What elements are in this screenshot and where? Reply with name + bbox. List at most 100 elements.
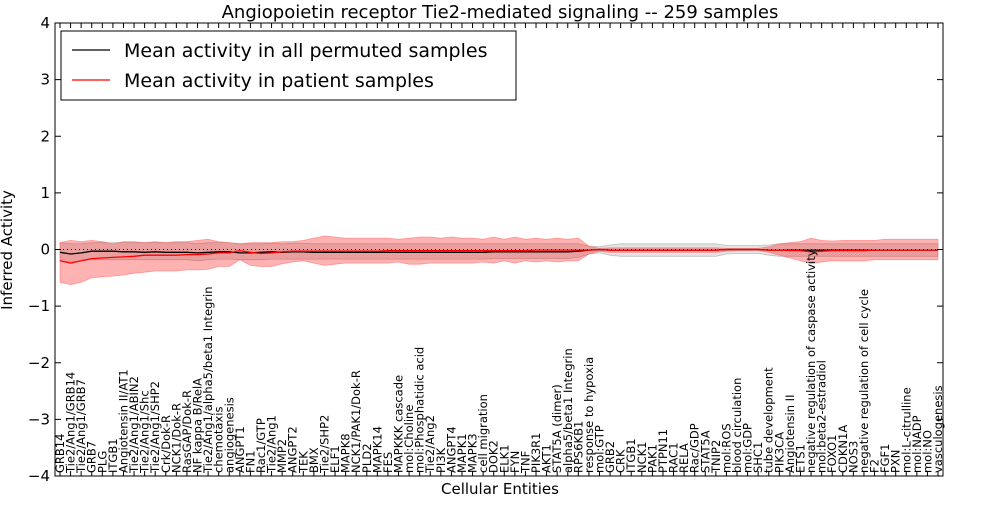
legend-box — [60, 30, 517, 101]
y-tick-label: 4 — [40, 14, 50, 32]
x-tick-label: Tie2/Ang1 — [265, 415, 279, 474]
legend-label-permuted: Mean activity in all permuted samples — [124, 40, 487, 62]
x-tick-label: FES — [381, 452, 395, 473]
x-tick-label: ELF1 — [328, 445, 342, 473]
y-tick-label: 0 — [40, 241, 50, 259]
x-tick-label: Tie2/Ang1/ABIN2 — [127, 376, 141, 474]
chart-title: Angiopoietin receptor Tie2-mediated sign… — [222, 2, 779, 23]
y-axis: −4 −3 −2 −1 0 1 2 3 4 — [28, 14, 943, 485]
x-tick-label: BMX — [307, 447, 321, 473]
x-tick-label: DOK2 — [487, 440, 501, 473]
x-tick-label: PI3K — [434, 447, 448, 473]
x-tick-label: NCK1/PAK1/Dok-R — [349, 370, 363, 473]
x-tick-label: NCK1/Dok-R — [169, 403, 183, 473]
x-tick-label: RAC1 — [667, 442, 681, 473]
x-tick-label: RPS6KB1 — [571, 421, 585, 473]
x-tick-label: TNF — [518, 451, 532, 474]
x-tick-label: GRB7 — [85, 441, 99, 473]
x-tick-label: CDKN1A — [836, 425, 850, 473]
x-tick-label: GRB2 — [603, 441, 617, 473]
y-tick-label: −4 — [28, 467, 50, 485]
x-tick-label: PXN — [889, 450, 903, 473]
x-tick-label: PLG — [95, 451, 109, 473]
x-tick-label: mol:Choline — [402, 405, 416, 473]
x-tick-label: ITGB1 — [624, 438, 638, 473]
x-tick-label: ELK1 — [497, 444, 511, 473]
x-tick-label: ANGPT2 — [286, 426, 300, 473]
plot-area — [55, 235, 943, 286]
x-tick-label: Rac/GDP — [688, 423, 702, 473]
x-tick-label: Angiotensin II/AT1 — [116, 369, 130, 473]
x-tick-label: PIK3CA — [772, 432, 786, 473]
y-axis-label: Inferred Activity — [0, 190, 16, 310]
x-tick-label: angiogenesis — [222, 397, 236, 473]
x-tick-label: mol:GDP — [741, 423, 755, 473]
x-tick-label: Tie2/Ang2 — [423, 415, 437, 474]
y-tick-label: −2 — [28, 354, 50, 372]
x-tick-label: Tie2/Ang1/GRB7 — [74, 379, 88, 474]
x-tick-label: Tie2/SHP2 — [317, 415, 331, 474]
x-tick-label: MMP2 — [275, 439, 289, 473]
x-tick-label: AKT1 — [540, 444, 554, 473]
x-tick-label: MAPK3 — [466, 433, 480, 473]
y-tick-label: 1 — [40, 184, 50, 202]
x-tick-label: vasculogenesis — [931, 385, 945, 473]
x-tick-label: NF kappa B/RelA — [191, 378, 205, 473]
plot-frame — [54, 22, 944, 477]
confidence-band-patient — [59, 235, 939, 286]
x-tick-label: TNIP2 — [709, 440, 723, 474]
x-tick-label: tube development — [762, 367, 776, 473]
x-tick-label: PLD2 — [360, 443, 374, 473]
x-tick-label: F2 — [868, 459, 882, 473]
x-tick-label: PIK3R1 — [529, 433, 543, 474]
x-tick-label: cell migration — [476, 394, 490, 473]
x-tick-label: Rac1/GTP — [254, 418, 268, 473]
x-tick-label: chemotaxis — [212, 407, 226, 473]
y-tick-label: −3 — [28, 410, 50, 428]
x-tick-label: mol:NO — [920, 430, 934, 473]
x-tick-label: mol:Phosphatidic acid — [413, 347, 427, 473]
x-tick-label: ETS1 — [793, 444, 807, 473]
x-tick-label: mol:GTP — [592, 425, 606, 473]
x-tick-label: mol:L-citrulline — [899, 387, 913, 473]
x-tick-label: SHC1 — [751, 442, 765, 473]
x-tick-label: FGF1 — [878, 444, 892, 473]
x-tick-label: RELA — [677, 443, 691, 473]
series-line-patient — [59, 248, 938, 264]
x-tick-label: FYN — [508, 451, 522, 473]
x-tick-label: mol:ROS — [719, 423, 733, 473]
x-tick-label: GRB14 — [53, 434, 67, 473]
x-tick-label: FN1 — [243, 450, 257, 473]
x-tick-label: Tie2/Ang1/SHP2 — [148, 381, 162, 474]
x-tick-label: STAT5A (dimer) — [550, 384, 564, 473]
x-tick-label: negative regulation of caspase activity — [804, 249, 818, 473]
x-tick-label: CRK — [614, 449, 628, 473]
x-tick-label: MAPK1 — [455, 433, 469, 473]
x-tick-label: negative regulation of cell cycle — [857, 289, 871, 473]
x-tick-label: ANGPT4 — [444, 426, 458, 473]
y-tick-label: 2 — [40, 127, 50, 145]
x-tick-label: MAPK14 — [370, 426, 384, 473]
x-tick-label: RasGAP/Dok-R — [180, 390, 194, 473]
x-tick-label: PAK1 — [645, 444, 659, 473]
y-tick-label: 3 — [40, 71, 50, 89]
x-axis: GRB14Tie2/Ang1/GRB14Tie2/Ang1/GRB7GRB7PL… — [53, 23, 945, 476]
x-tick-label: PTPN11 — [656, 429, 670, 473]
x-tick-label: NCK1 — [635, 442, 649, 474]
x-tick-label: Tie2/Ang1/GRB14 — [64, 372, 78, 474]
x-tick-label: MAPKKK cascade — [392, 375, 406, 473]
x-tick-label: MAPK8 — [339, 433, 353, 473]
legend-label-patient: Mean activity in patient samples — [124, 70, 434, 92]
x-axis-label: Cellular Entities — [441, 480, 559, 498]
x-tick-label: STAT5A — [698, 430, 712, 473]
y-tick-label: −1 — [28, 297, 50, 315]
x-tick-label: mol:NADP — [910, 415, 924, 473]
x-tick-label: ITGB1 — [106, 438, 120, 473]
x-tick-label: Crk/Dok-R — [159, 415, 173, 473]
x-tick-label: FOXO1 — [825, 435, 839, 473]
x-tick-label: response to hypoxia — [582, 357, 596, 473]
x-tick-label: TEK — [296, 451, 310, 474]
x-tick-label: blood circulation — [730, 378, 744, 473]
x-tick-label: alpha5/beta1 Integrin — [561, 348, 575, 473]
